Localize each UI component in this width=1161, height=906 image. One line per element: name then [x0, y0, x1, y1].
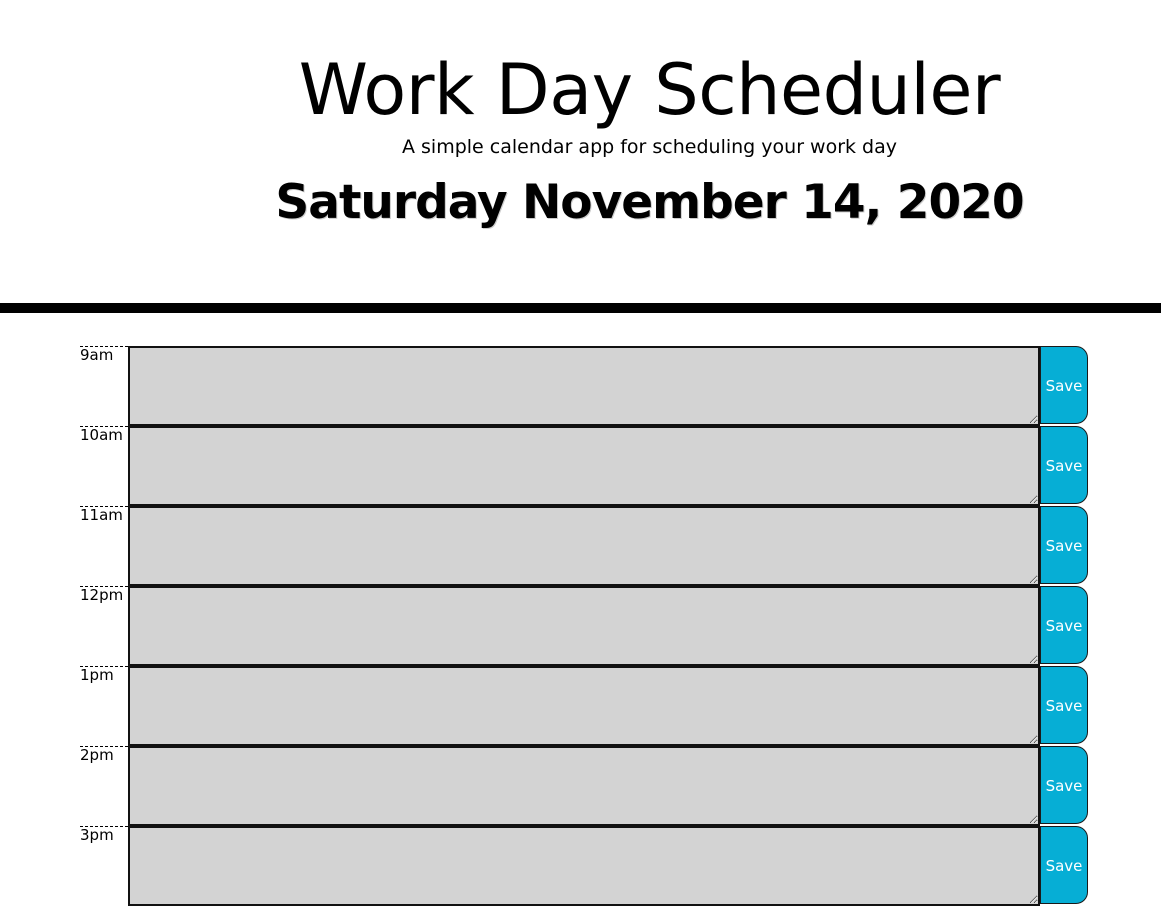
current-day: Saturday November 14, 2020: [275, 175, 1024, 230]
event-textarea[interactable]: [128, 506, 1040, 586]
hour-label: 9am: [80, 346, 128, 426]
time-block: 9am Save: [80, 346, 1090, 426]
save-button[interactable]: Save: [1040, 746, 1088, 824]
event-textarea[interactable]: [128, 666, 1040, 746]
hour-label: 3pm: [80, 826, 128, 906]
page-title: Work Day Scheduler: [298, 49, 1001, 131]
event-textarea[interactable]: [128, 746, 1040, 826]
hour-label: 12pm: [80, 586, 128, 666]
hour-label: 2pm: [80, 746, 128, 826]
save-button[interactable]: Save: [1040, 346, 1088, 424]
time-block: 11am Save: [80, 506, 1090, 586]
event-textarea[interactable]: [128, 826, 1040, 906]
time-block: 12pm Save: [80, 586, 1090, 666]
event-textarea[interactable]: [128, 586, 1040, 666]
save-button[interactable]: Save: [1040, 426, 1088, 504]
save-button[interactable]: Save: [1040, 666, 1088, 744]
time-block: 2pm Save: [80, 746, 1090, 826]
event-textarea[interactable]: [128, 346, 1040, 426]
hour-label: 11am: [80, 506, 128, 586]
save-button[interactable]: Save: [1040, 586, 1088, 664]
hour-label: 1pm: [80, 666, 128, 746]
time-block: 3pm Save: [80, 826, 1090, 906]
time-block: 1pm Save: [80, 666, 1090, 746]
time-block: 10am Save: [80, 426, 1090, 506]
page-subtitle: A simple calendar app for scheduling you…: [401, 136, 898, 158]
save-button[interactable]: Save: [1040, 506, 1088, 584]
header: Work Day Scheduler A simple calendar app…: [0, 0, 1161, 313]
save-button[interactable]: Save: [1040, 826, 1088, 904]
time-block-list: 9am Save 10am Save 11am Save 12pm Save 1…: [80, 346, 1090, 906]
hour-label: 10am: [80, 426, 128, 506]
event-textarea[interactable]: [128, 426, 1040, 506]
